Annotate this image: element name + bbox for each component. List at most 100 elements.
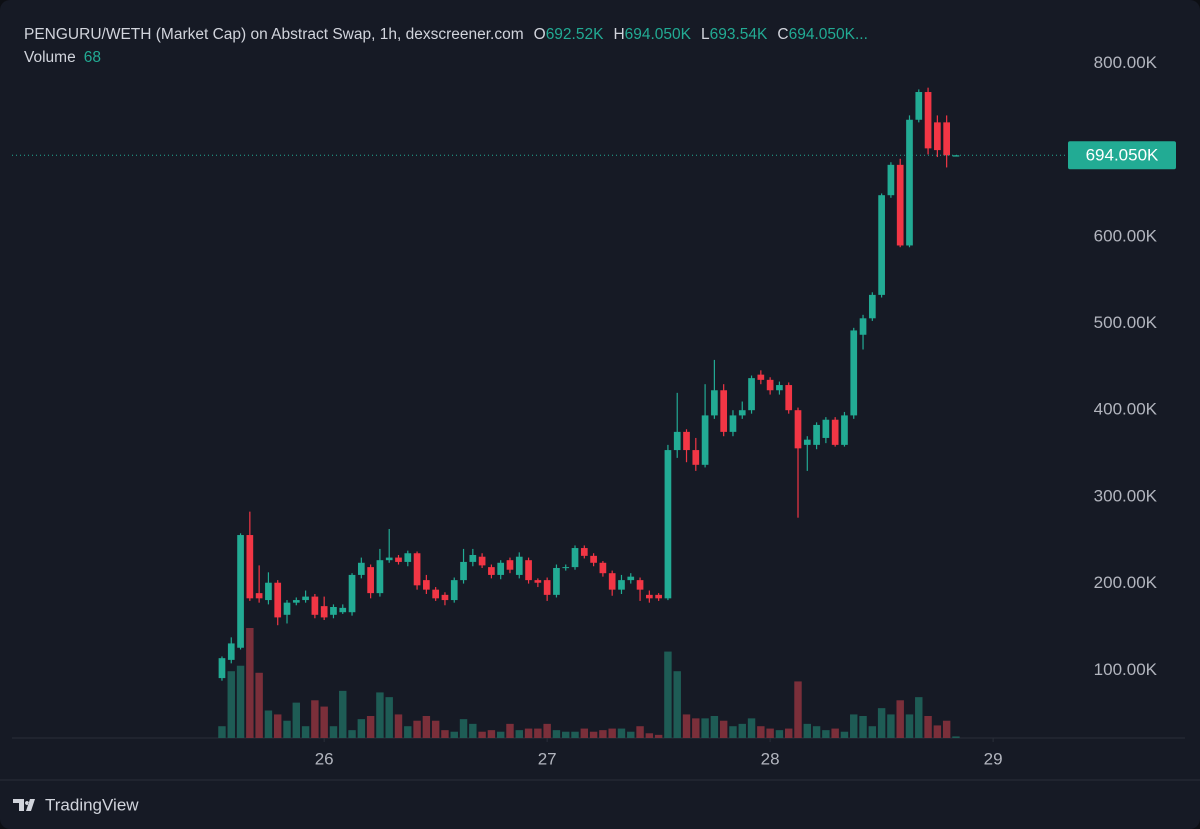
volume-bar — [366, 716, 375, 738]
candle-body — [404, 553, 412, 562]
candle-body — [878, 195, 885, 295]
candle-body — [237, 535, 244, 648]
candle-body — [395, 557, 402, 562]
candle-body — [776, 385, 783, 391]
volume-bar — [942, 720, 951, 738]
volume-bar — [599, 730, 607, 738]
volume-bar — [246, 628, 254, 738]
candle-body — [376, 560, 384, 594]
volume-bar — [766, 728, 774, 738]
volume-bar — [339, 690, 347, 738]
candle-body — [720, 390, 728, 432]
candle-body — [413, 553, 421, 586]
y-tick-label: 100.00K — [1094, 660, 1158, 679]
legend-value: 694.050K... — [789, 26, 868, 43]
candle-body — [385, 557, 393, 561]
candle-body — [794, 410, 802, 449]
legend-value: 694.050K — [625, 26, 692, 43]
volume-bar — [320, 706, 328, 738]
candle-body — [664, 450, 672, 599]
candle-body — [887, 164, 895, 196]
volume-bar — [348, 730, 356, 738]
candle-body — [562, 567, 570, 569]
candle-body — [274, 582, 282, 618]
y-tick-label: 800.00K — [1094, 53, 1158, 72]
volume-bars — [218, 628, 960, 738]
volume-bar — [692, 718, 700, 738]
volume-bar — [822, 730, 830, 738]
candle-body — [311, 596, 319, 615]
y-tick-label: 300.00K — [1094, 486, 1158, 505]
candle-body — [506, 560, 514, 570]
candle-body — [627, 576, 635, 581]
volume-bar — [933, 725, 942, 738]
volume-bar — [617, 728, 626, 738]
volume-bar — [450, 731, 458, 738]
candles — [218, 87, 960, 681]
volume-bar — [664, 651, 672, 738]
volume-bar — [701, 718, 709, 738]
candle-body — [580, 548, 588, 556]
x-tick-label: 26 — [315, 749, 334, 768]
candle-body — [868, 294, 876, 319]
volume-bar — [729, 726, 737, 738]
candle-body — [748, 378, 755, 411]
candle-body — [339, 607, 347, 613]
volume-bar — [627, 731, 635, 738]
candle-body — [766, 379, 774, 391]
candle-body — [934, 122, 941, 151]
volume-bar — [673, 671, 681, 738]
candle-body — [525, 560, 532, 581]
volume-bar — [654, 734, 663, 738]
x-tick-label: 29 — [984, 749, 1003, 768]
volume-bar — [608, 728, 616, 738]
legend-key: L — [701, 26, 710, 43]
volume-bar — [877, 708, 886, 738]
volume-bar — [534, 728, 542, 738]
volume-bar — [850, 714, 858, 738]
legend-key: O — [534, 26, 546, 43]
volume-bar — [775, 730, 784, 738]
x-tick-label: 27 — [538, 749, 557, 768]
candle-body — [497, 562, 505, 575]
volume-bar — [636, 726, 644, 738]
y-tick-label: 500.00K — [1094, 313, 1158, 332]
volume-bar — [840, 731, 849, 738]
volume-bar — [710, 716, 719, 738]
volume-bar — [682, 714, 691, 738]
candle-body — [738, 410, 746, 416]
candle-body — [488, 567, 495, 575]
volume-bar — [255, 672, 263, 738]
candle-body — [757, 374, 765, 380]
volume-bar — [784, 728, 793, 738]
candle-body — [850, 330, 858, 416]
volume-bar — [543, 723, 551, 738]
candle-body — [367, 567, 374, 594]
candle-body — [283, 602, 291, 615]
volume-bar — [552, 730, 561, 738]
volume-bar — [915, 697, 923, 738]
volume-bar — [589, 731, 598, 738]
volume-bar — [459, 719, 468, 738]
y-tick-label: 400.00K — [1094, 400, 1158, 419]
volume-legend: Volume 68 — [24, 49, 101, 66]
candle-body — [803, 439, 811, 445]
volume-bar — [757, 726, 765, 738]
candle-body — [646, 594, 653, 599]
candle-body — [711, 390, 718, 416]
volume-bar — [738, 723, 746, 738]
candle-body — [469, 554, 477, 562]
volume-bar — [952, 736, 960, 738]
candle-body — [673, 431, 681, 451]
volume-bar — [794, 681, 802, 738]
volume-bar — [515, 730, 523, 738]
candle-body — [320, 606, 328, 618]
candle-body — [952, 155, 960, 157]
volume-bar — [413, 720, 421, 738]
volume-bar — [524, 728, 533, 738]
brand: TradingView — [13, 795, 139, 814]
volume-bar — [645, 733, 654, 738]
volume-bar — [227, 671, 235, 738]
